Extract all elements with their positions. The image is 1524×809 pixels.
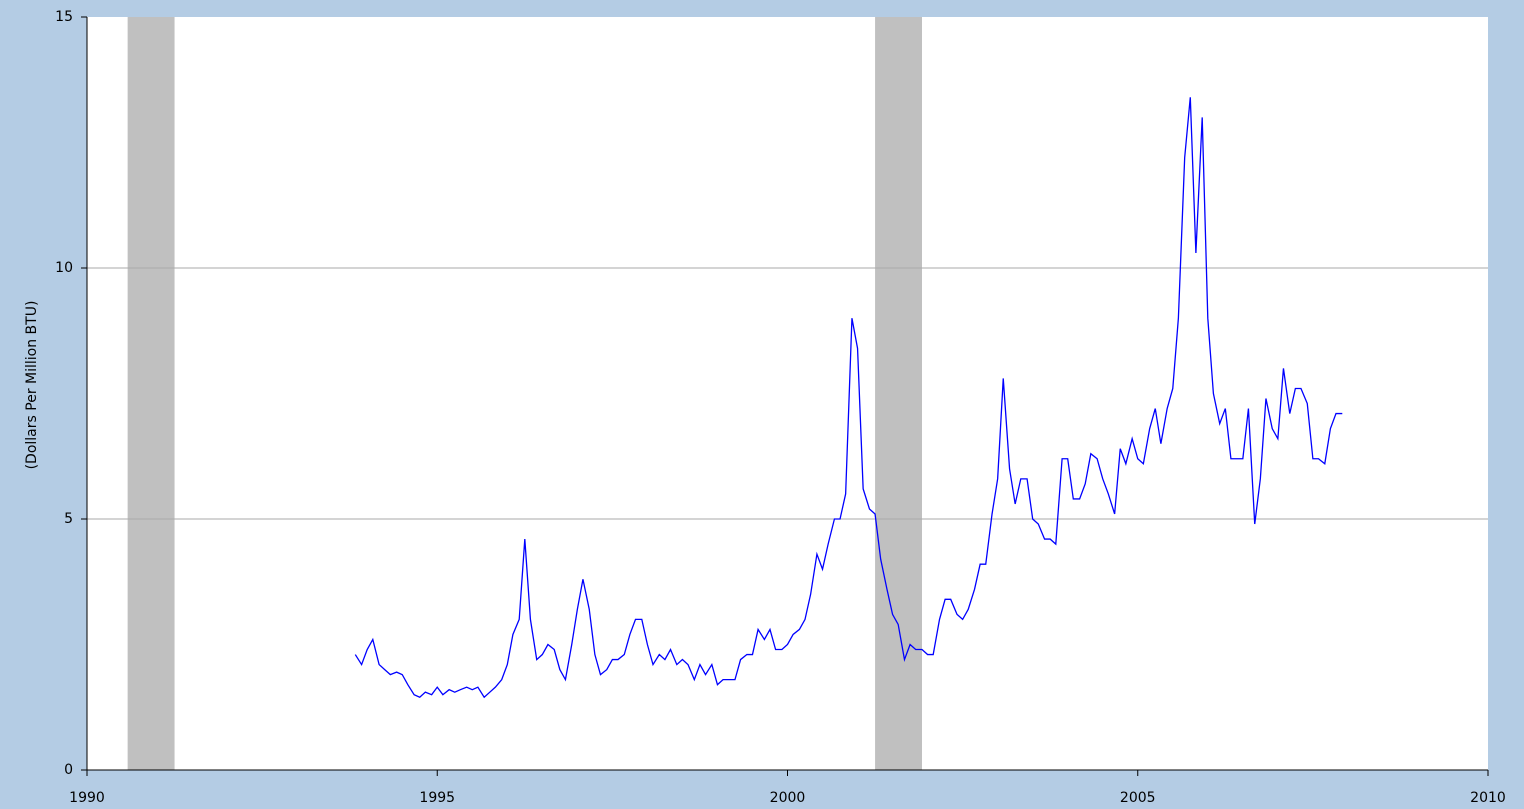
y-tick-label: 5 xyxy=(64,511,73,527)
shaded-period xyxy=(875,17,922,770)
x-tick-label: 2010 xyxy=(1470,790,1506,806)
x-tick-label: 1990 xyxy=(69,790,105,806)
y-axis-label: (Dollars Per Million BTU) xyxy=(24,301,40,470)
y-tick-label: 10 xyxy=(55,260,73,276)
plot-area xyxy=(87,17,1488,770)
x-tick-label: 2005 xyxy=(1120,790,1156,806)
x-tick-label: 2000 xyxy=(770,790,806,806)
y-tick-label: 15 xyxy=(55,9,73,25)
x-tick-label: 1995 xyxy=(419,790,455,806)
y-tick-label: 0 xyxy=(64,762,73,778)
shaded-period xyxy=(127,17,175,770)
data-line xyxy=(354,97,1343,699)
